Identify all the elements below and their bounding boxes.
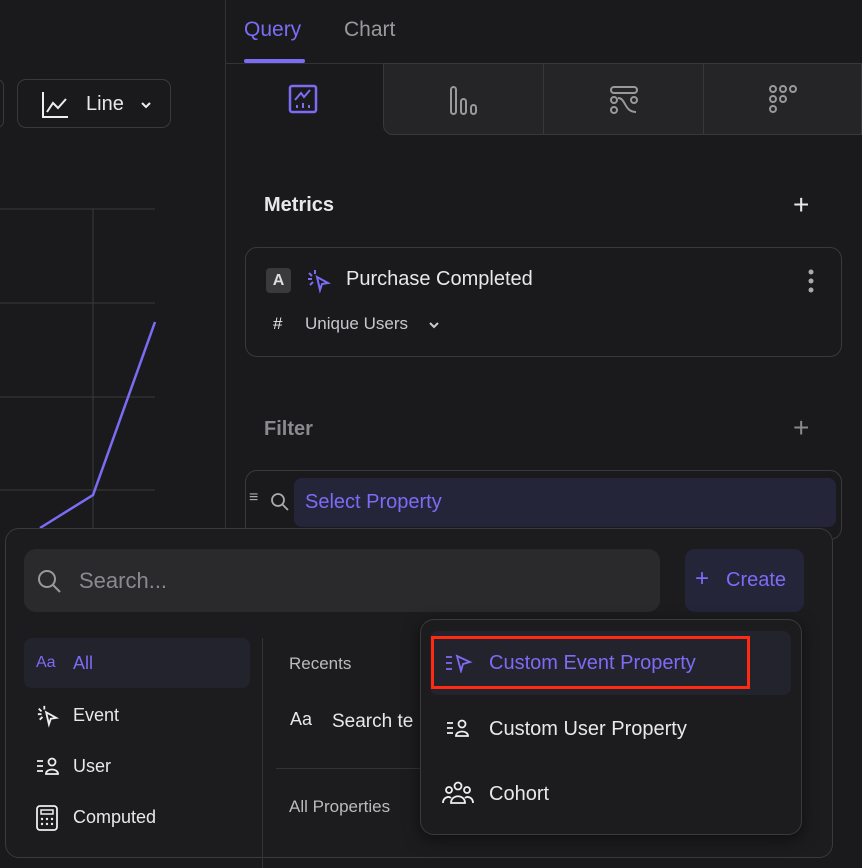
all-properties-title: All Properties xyxy=(289,797,391,816)
viz-tab-funnel[interactable] xyxy=(384,64,544,134)
category-event[interactable]: Event xyxy=(24,689,250,739)
highlight-box xyxy=(431,636,750,689)
recents-title: Recents xyxy=(289,654,352,673)
custom-event-icon xyxy=(446,654,473,673)
metric-name: Purchase Completed xyxy=(346,268,533,290)
metric-card[interactable]: A Purchase Completed # Unique Users xyxy=(245,247,842,357)
create-button[interactable]: + Create xyxy=(685,549,804,612)
user-property-icon xyxy=(447,719,469,737)
chart-type-label: Line xyxy=(86,93,124,115)
line-chart xyxy=(0,208,157,540)
panel-divider xyxy=(225,0,226,840)
computed-text-icon: Aa xyxy=(290,709,313,729)
event-cursor-icon xyxy=(37,705,60,728)
menu-item-cohort[interactable]: Cohort xyxy=(430,761,791,825)
funnel-icon xyxy=(450,86,477,115)
category-all[interactable]: Aa All xyxy=(24,638,250,688)
select-property-label: Select Property xyxy=(305,491,442,513)
calculator-icon xyxy=(36,805,58,831)
category-user[interactable]: User xyxy=(24,740,250,790)
category-label: Event xyxy=(73,705,120,725)
search-icon xyxy=(271,493,289,511)
menu-item-custom-user-property[interactable]: Custom User Property xyxy=(430,696,791,760)
user-property-icon xyxy=(37,757,59,775)
add-metric-button[interactable]: + xyxy=(793,189,810,220)
category-label: User xyxy=(73,756,112,776)
tab-query[interactable]: Query xyxy=(244,18,302,41)
menu-item-label: Custom User Property xyxy=(489,718,687,740)
chart-area: Line xyxy=(0,0,225,840)
property-search-input[interactable]: Search... xyxy=(24,549,660,612)
category-label: Computed xyxy=(73,807,157,827)
drag-handle-icon[interactable]: ≡ xyxy=(249,489,259,506)
create-label: Create xyxy=(726,569,787,591)
tab-chart[interactable]: Chart xyxy=(344,18,396,41)
search-icon xyxy=(38,570,61,593)
recent-item[interactable]: Aa Search te xyxy=(281,699,481,749)
recent-item-label: Search te xyxy=(332,711,414,732)
viz-tabs-inactive xyxy=(383,63,862,135)
flows-icon xyxy=(610,86,638,114)
plus-icon: + xyxy=(695,565,710,592)
line-chart-icon xyxy=(42,92,68,118)
category-computed[interactable]: Computed xyxy=(24,791,250,841)
add-filter-button[interactable]: + xyxy=(793,412,810,443)
partial-button[interactable] xyxy=(0,79,4,128)
category-label: All xyxy=(73,653,94,673)
measure-symbol: # xyxy=(273,314,283,333)
chart-type-button[interactable]: Line xyxy=(17,79,171,128)
filter-title: Filter xyxy=(264,418,313,440)
event-cursor-icon xyxy=(308,270,332,294)
select-property-field[interactable]: Select Property xyxy=(294,478,836,527)
create-menu: Custom Event Property Custom User Proper… xyxy=(420,619,802,835)
chevron-down-icon xyxy=(141,102,151,109)
text-type-icon: Aa xyxy=(36,654,56,671)
menu-item-label: Cohort xyxy=(489,783,550,805)
divider xyxy=(276,768,426,769)
cohort-icon xyxy=(442,781,474,804)
measure-dropdown[interactable]: Unique Users xyxy=(305,314,408,333)
metric-badge: A xyxy=(266,268,291,293)
insights-icon xyxy=(288,84,318,114)
viz-tab-flows[interactable] xyxy=(544,64,704,134)
viz-tab-insights[interactable] xyxy=(226,64,383,134)
viz-tab-retention[interactable] xyxy=(704,64,862,134)
series-line xyxy=(39,321,157,530)
tab-underline xyxy=(244,59,305,63)
more-options-icon[interactable] xyxy=(808,269,814,293)
menu-item-custom-event-property[interactable]: Custom Event Property xyxy=(430,631,791,695)
divider xyxy=(262,638,263,868)
menu-item-label: Custom Event Property xyxy=(489,652,696,674)
retention-icon xyxy=(769,85,797,113)
chevron-down-icon xyxy=(429,322,439,329)
metrics-title: Metrics xyxy=(264,194,335,216)
search-placeholder: Search... xyxy=(79,568,168,593)
